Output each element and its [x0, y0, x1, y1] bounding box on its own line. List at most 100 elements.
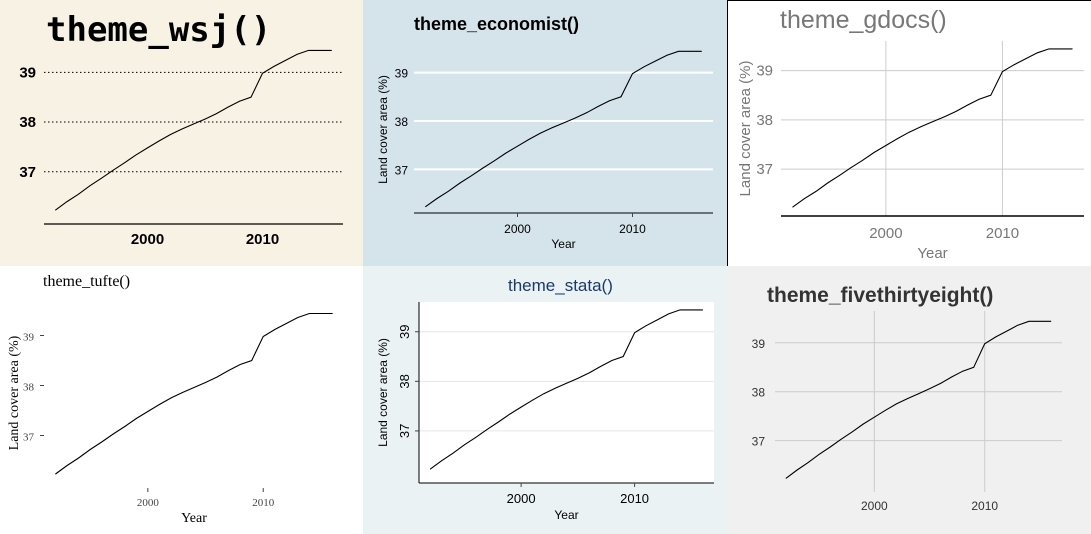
data-point [862, 159, 863, 161]
data-point [600, 366, 601, 367]
y-tick-label: 39 [19, 64, 36, 81]
data-point [815, 190, 817, 192]
data-point [528, 139, 530, 140]
data-point [701, 50, 702, 52]
data-point [918, 393, 919, 395]
data-point [554, 387, 556, 389]
data-point [984, 343, 986, 345]
y-tick-label: 39 [752, 337, 766, 351]
data-point [78, 193, 79, 195]
y-tick-label: 37 [752, 435, 766, 449]
x-tick-label: 2000 [504, 222, 531, 236]
data-point [908, 131, 910, 133]
x-axis-label: Year [181, 511, 207, 526]
plot-gdocs: 2000 2010 37 38 39 Year Land cover area (%) [737, 41, 1084, 262]
data-point [66, 201, 68, 203]
panel-wsj: theme_wsj() 2000 2010 37 38 39 [0, 0, 363, 266]
data-point [656, 319, 658, 321]
x-axis-label: Year [917, 245, 947, 262]
data-point [1060, 48, 1062, 50]
y-tick-label: 37 [19, 164, 36, 181]
x-tick-label: 2000 [137, 497, 160, 509]
data-point [929, 388, 930, 390]
y-tick-label: 38 [395, 115, 409, 129]
plot-tufte: 2000 2010 37 38 39 Year Land cover area (%) [7, 312, 333, 526]
data-point [967, 104, 968, 106]
x-tick-label: 2010 [971, 499, 998, 513]
data-point [436, 198, 438, 199]
data-point [498, 421, 499, 423]
data-point [1048, 48, 1050, 50]
series-line [792, 48, 1073, 208]
data-point [520, 406, 522, 408]
data-point [158, 140, 160, 142]
data-point [441, 460, 443, 462]
data-point [818, 453, 820, 455]
data-point [285, 59, 286, 61]
data-point [482, 167, 484, 169]
data-point [574, 117, 576, 119]
data-point [331, 50, 332, 51]
data-point [124, 426, 126, 427]
data-point [308, 50, 309, 51]
data-point [135, 418, 137, 419]
data-point [1013, 64, 1015, 66]
data-point [101, 177, 102, 179]
chart-title: theme_stata() [508, 276, 613, 295]
data-point [239, 364, 241, 365]
data-point [829, 446, 831, 448]
data-point [851, 431, 853, 433]
data-point [182, 392, 183, 393]
data-point [978, 98, 980, 100]
data-point [951, 376, 953, 378]
y-axis-label: Land cover area (%) [376, 338, 390, 447]
data-point [850, 167, 852, 169]
data-point [609, 100, 610, 102]
y-tick-label: 37 [397, 424, 412, 438]
data-point [532, 399, 533, 401]
y-tick-label: 38 [397, 374, 412, 388]
y-tick-label: 37 [756, 161, 773, 178]
data-point [509, 413, 511, 415]
data-point [112, 433, 114, 435]
data-point [216, 376, 218, 378]
data-point [862, 423, 864, 425]
data-point [897, 138, 898, 140]
data-point [873, 152, 875, 153]
data-point [803, 198, 805, 200]
data-point [1036, 52, 1038, 54]
data-point [112, 169, 114, 171]
data-point [193, 123, 194, 125]
data-point [452, 452, 454, 454]
data-point [702, 309, 704, 311]
panel-economist: theme_economist() 2000 2010 37 38 39 Year Land… [363, 0, 727, 266]
y-tick-label: 38 [756, 112, 773, 129]
data-point [228, 370, 230, 371]
data-point [678, 50, 679, 52]
x-tick-label: 2010 [620, 491, 649, 506]
data-point [463, 444, 465, 446]
data-point [425, 206, 426, 208]
data-point [227, 106, 229, 108]
chart-title: theme_economist() [414, 14, 580, 34]
data-point [690, 309, 692, 311]
data-point [995, 336, 997, 338]
y-tick-label: 37 [395, 163, 409, 177]
data-point [940, 383, 941, 384]
y-axis-label: Land cover area (%) [376, 75, 390, 184]
data-point [907, 398, 908, 399]
data-point [611, 360, 613, 361]
data-point [55, 473, 56, 475]
data-point [494, 160, 495, 162]
data-point [216, 113, 217, 114]
x-tick-label: 2010 [986, 225, 1019, 242]
data-point [666, 54, 668, 56]
data-point [873, 416, 875, 418]
data-point [955, 111, 957, 112]
data-point [285, 323, 287, 324]
chart-title: theme_tufte() [43, 273, 131, 290]
data-point [471, 175, 472, 177]
data-point [332, 313, 333, 314]
data-point [250, 96, 252, 98]
data-point [1025, 58, 1027, 60]
